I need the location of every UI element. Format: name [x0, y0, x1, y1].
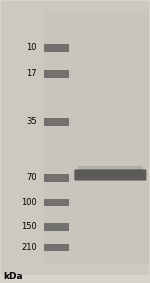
FancyBboxPatch shape [74, 170, 146, 181]
Text: 210: 210 [21, 243, 37, 252]
FancyBboxPatch shape [44, 44, 69, 52]
FancyBboxPatch shape [44, 244, 69, 251]
FancyBboxPatch shape [44, 70, 69, 78]
FancyBboxPatch shape [44, 118, 69, 126]
Text: kDa: kDa [3, 272, 23, 281]
Text: 150: 150 [21, 222, 37, 231]
Text: 70: 70 [26, 173, 37, 182]
FancyBboxPatch shape [43, 10, 149, 264]
Text: 17: 17 [26, 69, 37, 78]
Text: 35: 35 [26, 117, 37, 126]
FancyBboxPatch shape [44, 198, 69, 206]
Text: 100: 100 [21, 198, 37, 207]
FancyBboxPatch shape [44, 174, 69, 182]
FancyBboxPatch shape [44, 223, 69, 231]
Text: 10: 10 [26, 43, 37, 52]
FancyBboxPatch shape [78, 166, 143, 171]
